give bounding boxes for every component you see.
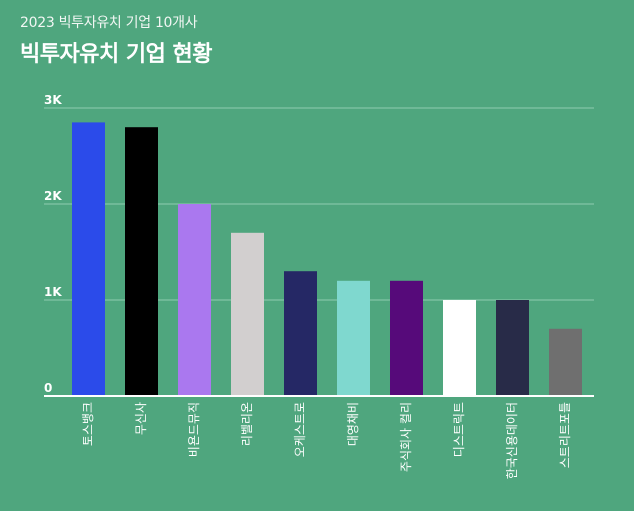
chart-subtitle: 2023 빅투자유치 기업 10개사 [20, 15, 198, 31]
bar [231, 232, 264, 396]
bar [549, 328, 582, 396]
bar [284, 271, 317, 396]
x-tick-label: 스트리트포틀 [558, 402, 572, 468]
x-tick-label: 비욘드뮤직 [187, 402, 201, 457]
bar [337, 280, 370, 396]
x-tick-label: 한국신용데이터 [505, 402, 519, 479]
bar [178, 204, 211, 396]
x-tick-label: 대영채비 [346, 402, 360, 446]
bar [496, 300, 529, 396]
x-tick-label: 디스트릭트 [452, 402, 466, 457]
bar [72, 122, 105, 397]
x-tick-label: 무신사 [134, 402, 148, 435]
x-tick-label: 오케스트로 [293, 402, 307, 457]
x-axis-tick-labels: 토스뱅크 무신사 비욘드뮤직 리벨리온 오케스트로 대영채비 주식회사 컬리 디스트릭트 한국신… [81, 402, 572, 479]
bars [72, 122, 582, 397]
x-tick-label: 리벨리온 [240, 402, 254, 446]
y-tick-label: 0 [44, 381, 52, 395]
bar [390, 280, 423, 396]
y-tick-label: 3K [44, 93, 62, 107]
y-tick-label: 1K [44, 285, 62, 299]
y-tick-label: 2K [44, 189, 62, 203]
bar [443, 300, 476, 396]
bar [125, 127, 158, 396]
chart-title: 빅투자유치 기업 현황 [20, 42, 212, 67]
x-tick-label: 토스뱅크 [81, 402, 95, 446]
x-tick-label: 주식회사 컬리 [399, 402, 413, 472]
y-axis-tick-labels: 0 1K 2K 3K [44, 93, 62, 395]
